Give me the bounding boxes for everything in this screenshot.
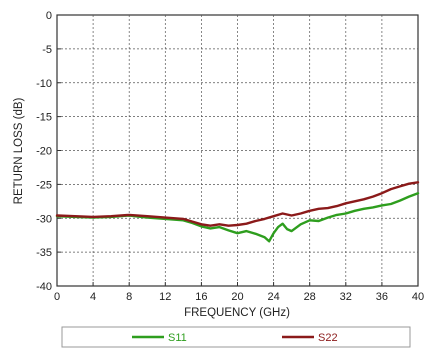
x-tick-label: 0 [54,291,60,303]
legend-label-s22: S22 [318,332,338,344]
y-axis-title: RETURN LOSS (dB) [13,97,25,204]
y-tick-label: -15 [36,112,52,124]
series-line-s11 [55,191,420,243]
x-tick-label: 16 [195,291,207,303]
x-tick-label: 36 [376,291,388,303]
y-tick-label: -35 [36,247,52,259]
legend: S11 S22 [61,326,411,348]
legend-items: S11 S22 [132,332,338,344]
x-axis-title: FREQUENCY (GHz) [184,307,290,319]
y-tick-label: 0 [46,10,52,22]
x-tick-label: 24 [267,291,279,303]
y-tick-label: -5 [42,44,52,56]
grid-lines [56,14,419,287]
y-tick-label: -20 [36,146,52,158]
y-tick-label: -40 [36,281,52,293]
x-tick-label: 20 [231,291,243,303]
x-tick-label: 40 [412,291,424,303]
y-tick-label: -30 [36,213,52,225]
y-tick-label: -25 [36,179,52,191]
y-tick-label: -10 [36,78,52,90]
x-tick-label: 32 [340,291,352,303]
x-tick-label: 4 [90,291,96,303]
x-tick-label: 12 [159,291,171,303]
series-line-s22 [55,181,420,227]
legend-box [61,326,411,348]
x-tick-label: 28 [304,291,316,303]
tick-labels: 0 4 8 12 16 20 24 28 32 36 40 0 -5 -10 -15 -20 -25 -30 -35… [36,10,424,303]
legend-label-s11: S11 [168,332,187,344]
x-tick-label: 8 [126,291,132,303]
data-series [55,181,420,243]
